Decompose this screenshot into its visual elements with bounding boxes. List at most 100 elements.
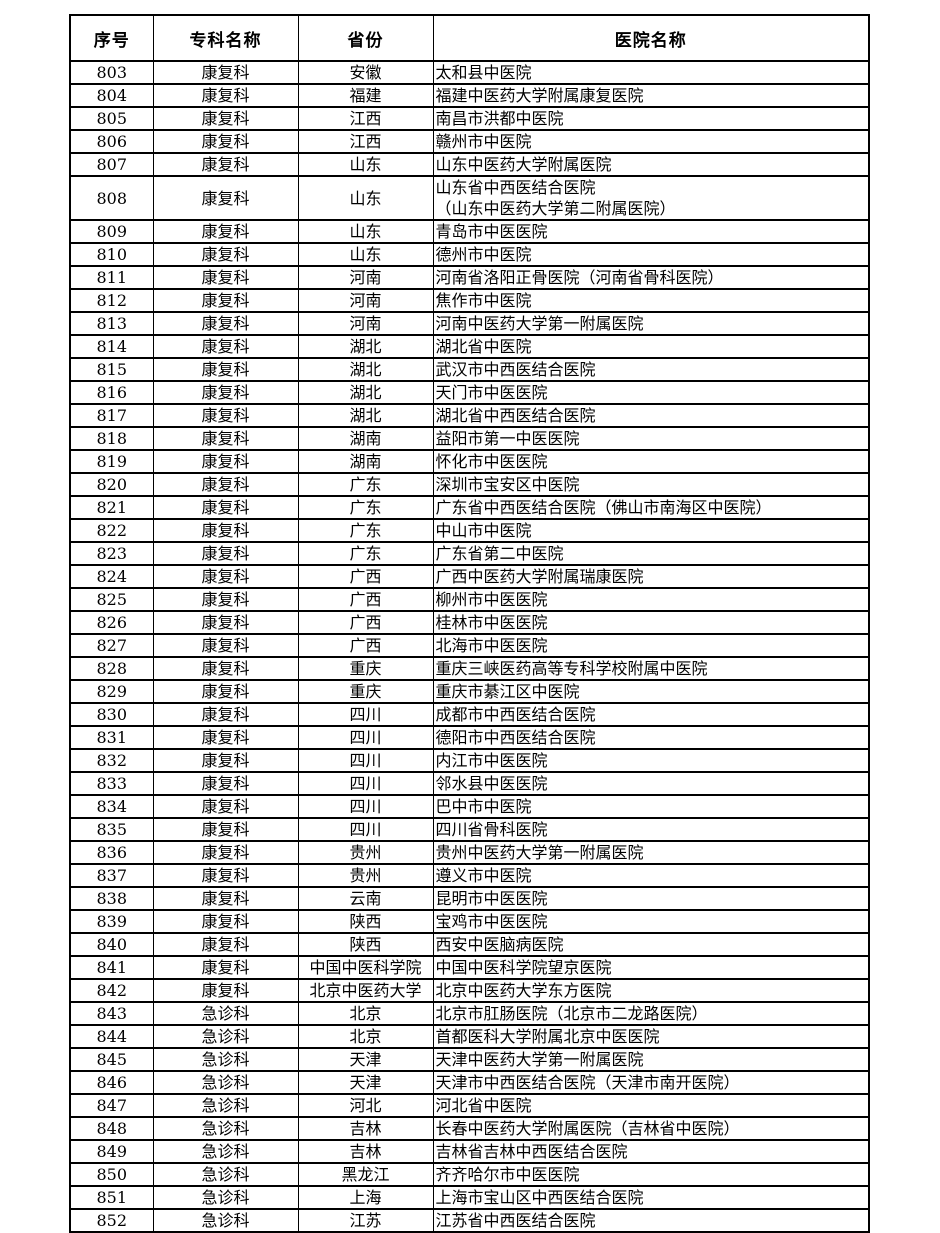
cell-hospital: 巴中市中医院 (432, 794, 870, 819)
table-row: 819 康复科 湖南 怀化市中医医院 (69, 449, 870, 474)
cell-hospital: 吉林省吉林中西医结合医院 (432, 1139, 870, 1164)
cell-hospital: 西安中医脑病医院 (432, 932, 870, 957)
cell-province: 广西 (297, 587, 434, 612)
cell-specialty: 急诊科 (152, 1070, 299, 1095)
cell-specialty: 康复科 (152, 541, 299, 566)
cell-specialty: 康复科 (152, 564, 299, 589)
cell-no: 849 (69, 1139, 154, 1164)
cell-no: 842 (69, 978, 154, 1003)
cell-hospital: 中山市中医院 (432, 518, 870, 543)
cell-province: 河南 (297, 288, 434, 313)
cell-no: 818 (69, 426, 154, 451)
cell-province: 湖南 (297, 426, 434, 451)
cell-no: 805 (69, 106, 154, 131)
table-row: 824 康复科 广西 广西中医药大学附属瑞康医院 (69, 564, 870, 589)
cell-province: 河南 (297, 311, 434, 336)
cell-province: 广西 (297, 633, 434, 658)
cell-no: 823 (69, 541, 154, 566)
table-row: 826 康复科 广西 桂林市中医医院 (69, 610, 870, 635)
table-row: 828 康复科 重庆 重庆三峡医药高等专科学校附属中医院 (69, 656, 870, 681)
cell-no: 834 (69, 794, 154, 819)
cell-specialty: 康复科 (152, 725, 299, 750)
cell-no: 841 (69, 955, 154, 980)
cell-no: 809 (69, 219, 154, 244)
cell-hospital: 重庆三峡医药高等专科学校附属中医院 (432, 656, 870, 681)
cell-specialty: 康复科 (152, 748, 299, 773)
table-row: 803 康复科 安徽 太和县中医院 (69, 60, 870, 85)
cell-no: 852 (69, 1208, 154, 1233)
cell-hospital: 北京中医药大学东方医院 (432, 978, 870, 1003)
cell-hospital: 北京市肛肠医院（北京市二龙路医院） (432, 1001, 870, 1026)
cell-no: 837 (69, 863, 154, 888)
cell-specialty: 康复科 (152, 311, 299, 336)
table-row: 807 康复科 山东 山东中医药大学附属医院 (69, 152, 870, 177)
cell-province: 吉林 (297, 1116, 434, 1141)
cell-hospital: 赣州市中医院 (432, 129, 870, 154)
cell-province: 四川 (297, 794, 434, 819)
cell-province: 江西 (297, 129, 434, 154)
cell-specialty: 康复科 (152, 932, 299, 957)
cell-hospital: 天津市中西医结合医院（天津市南开医院） (432, 1070, 870, 1095)
table-row: 809 康复科 山东 青岛市中医医院 (69, 219, 870, 244)
cell-specialty: 康复科 (152, 175, 299, 221)
cell-specialty: 急诊科 (152, 1116, 299, 1141)
cell-specialty: 急诊科 (152, 1001, 299, 1026)
cell-province: 四川 (297, 748, 434, 773)
table-row: 825 康复科 广西 柳州市中医医院 (69, 587, 870, 612)
cell-province: 四川 (297, 725, 434, 750)
cell-province: 山东 (297, 242, 434, 267)
table-row: 810 康复科 山东 德州市中医院 (69, 242, 870, 267)
table-row: 805 康复科 江西 南昌市洪都中医院 (69, 106, 870, 131)
cell-province: 广东 (297, 518, 434, 543)
cell-hospital: 福建中医药大学附属康复医院 (432, 83, 870, 108)
table-row: 818 康复科 湖南 益阳市第一中医医院 (69, 426, 870, 451)
header-cell-no: 序号 (69, 14, 154, 62)
table-row: 816 康复科 湖北 天门市中医医院 (69, 380, 870, 405)
table-row: 835 康复科 四川 四川省骨科医院 (69, 817, 870, 842)
cell-hospital: 青岛市中医医院 (432, 219, 870, 244)
cell-hospital: 深圳市宝安区中医院 (432, 472, 870, 497)
cell-province: 四川 (297, 702, 434, 727)
cell-specialty: 康复科 (152, 587, 299, 612)
cell-hospital: 天津中医药大学第一附属医院 (432, 1047, 870, 1072)
cell-hospital: 宝鸡市中医医院 (432, 909, 870, 934)
cell-province: 贵州 (297, 840, 434, 865)
cell-specialty: 康复科 (152, 357, 299, 382)
cell-province: 江苏 (297, 1208, 434, 1233)
cell-no: 831 (69, 725, 154, 750)
cell-no: 813 (69, 311, 154, 336)
cell-specialty: 康复科 (152, 518, 299, 543)
cell-province: 中国中医科学院 (297, 955, 434, 980)
table-row: 815 康复科 湖北 武汉市中西医结合医院 (69, 357, 870, 382)
table-row: 836 康复科 贵州 贵州中医药大学第一附属医院 (69, 840, 870, 865)
cell-province: 湖北 (297, 357, 434, 382)
cell-province: 山东 (297, 175, 434, 221)
cell-no: 835 (69, 817, 154, 842)
cell-specialty: 康复科 (152, 403, 299, 428)
cell-hospital: 山东省中西医结合医院 （山东中医药大学第二附属医院） (432, 175, 870, 221)
table-row: 804 康复科 福建 福建中医药大学附属康复医院 (69, 83, 870, 108)
cell-hospital: 北海市中医医院 (432, 633, 870, 658)
cell-hospital: 焦作市中医院 (432, 288, 870, 313)
cell-province: 天津 (297, 1070, 434, 1095)
cell-specialty: 康复科 (152, 955, 299, 980)
table-row: 837 康复科 贵州 遵义市中医院 (69, 863, 870, 888)
header-cell-hospital: 医院名称 (432, 14, 870, 62)
cell-hospital: 四川省骨科医院 (432, 817, 870, 842)
cell-hospital: 德州市中医院 (432, 242, 870, 267)
table-row: 841 康复科 中国中医科学院 中国中医科学院望京医院 (69, 955, 870, 980)
cell-province: 四川 (297, 817, 434, 842)
cell-hospital: 齐齐哈尔市中医医院 (432, 1162, 870, 1187)
cell-hospital: 桂林市中医医院 (432, 610, 870, 635)
cell-no: 830 (69, 702, 154, 727)
cell-province: 山东 (297, 219, 434, 244)
cell-province: 陕西 (297, 909, 434, 934)
cell-hospital: 成都市中西医结合医院 (432, 702, 870, 727)
cell-province: 河北 (297, 1093, 434, 1118)
cell-specialty: 康复科 (152, 702, 299, 727)
cell-specialty: 康复科 (152, 242, 299, 267)
cell-no: 825 (69, 587, 154, 612)
table-header-row: 序号 专科名称 省份 医院名称 (69, 14, 870, 62)
cell-province: 吉林 (297, 1139, 434, 1164)
cell-no: 840 (69, 932, 154, 957)
